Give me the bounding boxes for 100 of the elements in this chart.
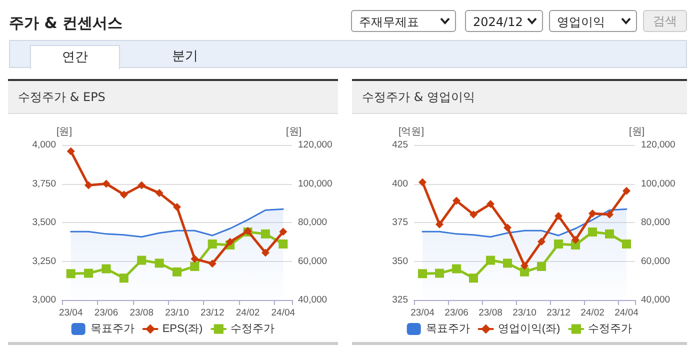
point [504,224,512,232]
x-tick-label: 23/06 [444,308,468,318]
y-tick-label: 325 [392,294,408,306]
x-tick-label: 23/10 [512,308,536,318]
point [190,254,199,263]
point [452,196,460,205]
y2-tick-label: 100,000 [641,178,676,190]
y2-tick-label: 120,000 [641,140,676,150]
point [537,262,546,271]
point [486,256,495,265]
y-tick-label: 4,000 [32,140,56,150]
y-axis-title: [억원] [398,126,424,138]
point [486,200,494,208]
y2-tick-label: 100,000 [298,178,332,190]
legend-label: 수정주가 [230,323,275,335]
y2-axis-title: [원] [286,126,302,138]
y-tick-label: 3,500 [32,217,56,228]
point [470,210,478,218]
x-tick-label: 24/02 [580,308,604,318]
point [260,229,270,238]
legend-label: 목표주가 [426,323,470,335]
y-tick-label: 3,750 [32,178,56,190]
x-tick-label: 23/06 [94,308,118,318]
text: 주재무제표 [351,10,456,32]
point [84,181,93,190]
point [436,220,444,228]
y-tick-label: 400 [392,178,408,190]
y2-tick-label: 40,000 [298,294,328,306]
y2-tick-label: 80,000 [298,217,328,228]
point [418,269,427,278]
y-axis-title: [원] [56,126,72,138]
text: 2024/12 [465,10,543,32]
y-tick-label: 350 [392,256,408,267]
text: 연간 [30,45,120,69]
point [588,227,597,236]
y-tick-label: 375 [392,217,408,228]
point [66,147,75,156]
legend-label: 목표주가 [90,323,134,335]
point [172,267,182,276]
y2-tick-label: 40,000 [641,294,670,306]
point [452,264,461,274]
point [469,274,478,283]
point [418,178,426,186]
point [538,238,546,246]
x-tick-label: 23/04 [410,308,434,318]
point [622,240,631,249]
point [605,229,614,238]
point [520,267,529,276]
point [278,240,288,249]
point [138,181,146,190]
x-tick-label: 24/02 [236,308,260,318]
point [208,260,216,268]
point [503,258,512,268]
point [137,256,146,265]
x-tick-label: 23/12 [546,308,570,318]
legend-label: EPS(좌) [162,323,203,335]
point [520,262,528,270]
y2-tick-label: 80,000 [641,217,670,228]
point [279,228,288,236]
y2-axis-title: [원] [629,126,645,138]
chart-title: 수정주가 & 영업이익 [352,81,687,114]
y-tick-label: 3,000 [32,294,56,306]
point [154,258,164,268]
point [208,240,217,249]
y-tick-label: 425 [392,140,408,150]
point [572,236,580,244]
text: 검색 [643,10,687,32]
legend-label: 수정주가 [588,323,632,335]
point [622,186,630,195]
point [588,210,596,218]
point [190,262,200,271]
y2-tick-label: 60,000 [641,256,670,267]
point [226,238,234,246]
point [120,190,128,199]
x-tick-label: 23/10 [165,308,189,318]
y2-tick-label: 60,000 [298,256,328,267]
y2-tick-label: 120,000 [298,140,332,150]
point [261,248,270,257]
text: 분기 [171,48,199,66]
point [66,269,76,278]
point [554,212,562,220]
text: 영업이익 [549,10,637,32]
text: 주가 & 컨센서스 [9,14,123,33]
x-tick-label: 24/04 [271,308,296,318]
point [435,268,444,278]
point [102,264,111,274]
point [84,268,94,278]
x-tick-label: 24/04 [614,308,638,318]
point [173,203,181,211]
x-tick-label: 23/08 [130,308,154,318]
point [155,189,164,198]
legend-label: 영업이익(좌) [498,323,560,335]
point [606,210,614,218]
x-tick-label: 23/04 [58,308,83,318]
x-tick-label: 23/08 [478,308,502,318]
point [554,240,563,249]
point [102,180,110,188]
point [119,274,128,283]
y-tick-label: 3,250 [32,256,56,267]
chart-title: 수정주가 & EPS [8,81,338,114]
